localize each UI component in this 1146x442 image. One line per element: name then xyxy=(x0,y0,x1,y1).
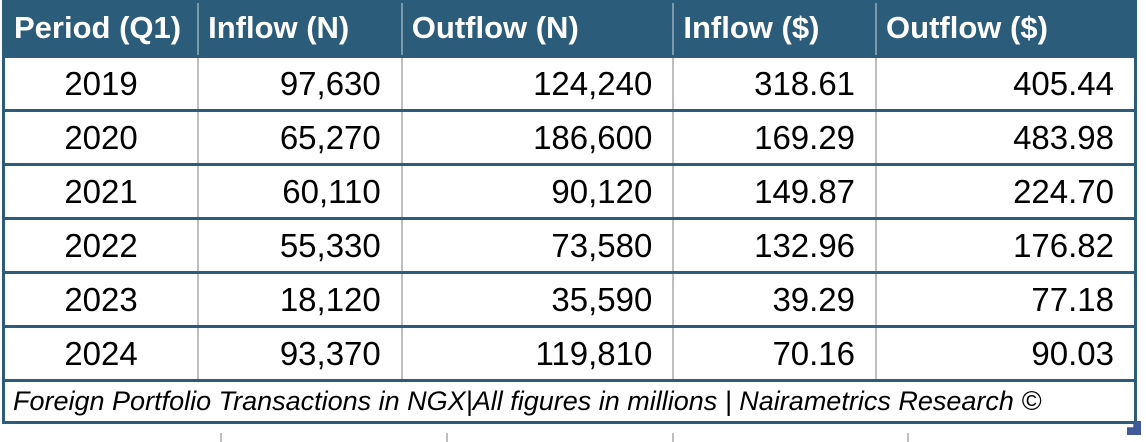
cell-inflow-usd[interactable]: 132.96 xyxy=(673,218,878,274)
column-header-period[interactable]: Period (Q1) xyxy=(3,1,200,58)
cell-inflow-n[interactable]: 97,630 xyxy=(198,56,403,112)
gridline xyxy=(446,433,448,442)
cell-outflow-usd[interactable]: 483.98 xyxy=(876,110,1136,166)
gridline xyxy=(220,433,222,442)
footer-row: Foreign Portfolio Transactions in NGX|Al… xyxy=(3,380,1136,424)
gridline xyxy=(907,433,909,442)
cell-period[interactable]: 2019 xyxy=(3,56,200,112)
table-row: 2020 65,270 186,600 169.29 483.98 xyxy=(3,110,1136,166)
table-row: 2023 18,120 35,590 39.29 77.18 xyxy=(3,272,1136,328)
column-header-inflow-usd[interactable]: Inflow ($) xyxy=(673,1,878,58)
cell-outflow-usd[interactable]: 176.82 xyxy=(876,218,1136,274)
table-row: 2022 55,330 73,580 132.96 176.82 xyxy=(3,218,1136,274)
cell-outflow-n[interactable]: 186,600 xyxy=(401,110,675,166)
cell-inflow-usd[interactable]: 318.61 xyxy=(673,56,878,112)
cell-outflow-usd[interactable]: 77.18 xyxy=(876,272,1136,328)
cell-inflow-n[interactable]: 18,120 xyxy=(198,272,403,328)
cell-inflow-usd[interactable]: 70.16 xyxy=(673,326,878,382)
cell-inflow-n[interactable]: 60,110 xyxy=(198,164,403,220)
cell-outflow-usd[interactable]: 90.03 xyxy=(876,326,1136,382)
cell-outflow-usd[interactable]: 224.70 xyxy=(876,164,1136,220)
cell-inflow-n[interactable]: 93,370 xyxy=(198,326,403,382)
cell-inflow-usd[interactable]: 39.29 xyxy=(673,272,878,328)
cell-outflow-n[interactable]: 119,810 xyxy=(401,326,675,382)
column-header-outflow-n[interactable]: Outflow (N) xyxy=(401,1,675,58)
cell-period[interactable]: 2024 xyxy=(3,326,200,382)
next-row-sliver xyxy=(0,433,1146,442)
column-header-outflow-usd[interactable]: Outflow ($) xyxy=(876,1,1136,58)
table-row: 2024 93,370 119,810 70.16 90.03 xyxy=(3,326,1136,382)
cell-inflow-n[interactable]: 55,330 xyxy=(198,218,403,274)
column-header-inflow-n[interactable]: Inflow (N) xyxy=(198,1,403,58)
cell-outflow-n[interactable]: 124,240 xyxy=(401,56,675,112)
spreadsheet-table: Period (Q1) Inflow (N) Outflow (N) Inflo… xyxy=(2,0,1137,424)
gridline xyxy=(672,433,674,442)
cell-outflow-usd[interactable]: 405.44 xyxy=(876,56,1136,112)
cell-outflow-n[interactable]: 90,120 xyxy=(401,164,675,220)
cell-period[interactable]: 2022 xyxy=(3,218,200,274)
cell-inflow-usd[interactable]: 149.87 xyxy=(673,164,878,220)
cell-inflow-n[interactable]: 65,270 xyxy=(198,110,403,166)
cell-period[interactable]: 2020 xyxy=(3,110,200,166)
fpi-data-table: Period (Q1) Inflow (N) Outflow (N) Inflo… xyxy=(2,0,1137,424)
cell-period[interactable]: 2023 xyxy=(3,272,200,328)
cell-period[interactable]: 2021 xyxy=(3,164,200,220)
cell-inflow-usd[interactable]: 169.29 xyxy=(673,110,878,166)
table-row: 2021 60,110 90,120 149.87 224.70 xyxy=(3,164,1136,220)
header-row: Period (Q1) Inflow (N) Outflow (N) Inflo… xyxy=(3,1,1136,58)
cell-outflow-n[interactable]: 73,580 xyxy=(401,218,675,274)
cell-outflow-n[interactable]: 35,590 xyxy=(401,272,675,328)
source-caption[interactable]: Foreign Portfolio Transactions in NGX|Al… xyxy=(3,380,1136,424)
table-row: 2019 97,630 124,240 318.61 405.44 xyxy=(3,56,1136,112)
